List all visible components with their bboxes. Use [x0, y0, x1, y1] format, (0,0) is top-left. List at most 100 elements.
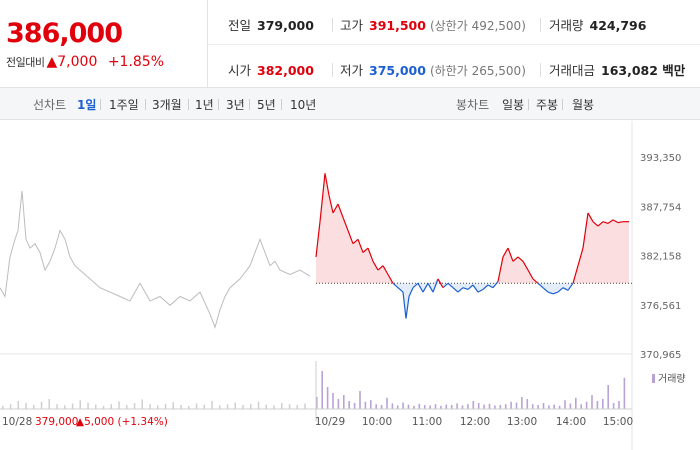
volume-bar-today [391, 403, 394, 409]
candle-daily-tab[interactable]: 일봉 [502, 98, 525, 112]
y-tick-label: 393,350 [640, 153, 681, 164]
volume-bar-today [386, 397, 388, 409]
volume-bar-prev [265, 404, 267, 409]
volume-bar-prev [133, 403, 136, 409]
divider [218, 99, 219, 110]
volume-bar-prev [110, 404, 112, 409]
divider [332, 63, 333, 77]
divider [281, 99, 282, 110]
divider [540, 18, 541, 32]
prev-day-price-label: 379,000 [35, 416, 78, 428]
today-price-segment [532, 278, 539, 284]
volume-label: 거래량 [549, 18, 584, 33]
today-price-segment [315, 221, 321, 257]
today-price-segment [442, 282, 449, 289]
today-price-segment [357, 239, 364, 253]
volume-bar-prev [17, 401, 19, 409]
today-price-segment [332, 203, 339, 214]
volume-bar-today [504, 404, 507, 409]
today-price-segment [497, 256, 504, 282]
volume-bar-prev [211, 401, 213, 409]
volume-bar-today [585, 401, 588, 409]
volume-bar-prev [234, 402, 236, 409]
today-price-segment [372, 261, 379, 271]
today-price-segment [377, 265, 384, 271]
low-stat: 저가 375,000 (하한가 265,500) [340, 60, 526, 79]
volume-bar-today [370, 400, 372, 409]
divider [100, 99, 101, 110]
volume-bar-today [364, 401, 367, 409]
volume-bar-today [521, 397, 523, 409]
volume-bar-today [580, 404, 582, 409]
volume-bar-today [558, 405, 561, 409]
volume-bar-today [418, 403, 421, 409]
candle-monthly-tab[interactable]: 월봉 [572, 98, 595, 112]
volume-bar-today [413, 405, 415, 409]
period-5y-tab[interactable]: 5년 [257, 98, 276, 112]
volume-bar-today [316, 397, 318, 409]
y-tick-label: 387,754 [640, 202, 681, 213]
current-price: 386,000 [6, 18, 123, 49]
x-tick-label: 12:00 [460, 416, 490, 428]
today-price-segment [487, 284, 494, 289]
volume-bar-prev [195, 403, 198, 409]
prev-day-price-line [0, 190, 311, 329]
volume-bar-prev [25, 403, 27, 409]
period-3m-tab[interactable]: 3개월 [152, 98, 182, 112]
volume-bar-today [564, 400, 566, 409]
volume-bar-today [461, 405, 464, 409]
amount-value: 163,082 백만 [601, 63, 686, 78]
period-1w-tab[interactable]: 1주일 [109, 98, 139, 112]
open-label: 시가 [228, 63, 252, 78]
today-price-segment [522, 261, 529, 271]
x-tick-label: 13:00 [507, 416, 537, 428]
volume-bar-today [359, 391, 361, 409]
volume-bar-today [472, 401, 475, 409]
today-down-fill [316, 283, 629, 319]
today-price-segment [382, 265, 389, 275]
volume-bar-prev [288, 404, 291, 409]
period-1d-tab[interactable]: 1일 [77, 98, 97, 112]
volume-bar-today [607, 385, 609, 409]
candle-weekly-tab[interactable]: 주봉 [536, 98, 559, 112]
volume-bar-today [326, 387, 329, 409]
today-price-segment [597, 221, 604, 227]
today-up-fill [316, 173, 629, 284]
price-change-row: 전일대비 ▲7,000 +1.85% [6, 54, 164, 70]
volume-bar-prev [273, 405, 275, 409]
today-price-segment [387, 274, 394, 284]
volume-value: 424,796 [589, 18, 647, 33]
today-price-segment [542, 287, 549, 293]
divider [540, 63, 541, 77]
x-tick-label: 14:00 [556, 416, 586, 428]
prev-close-value: 379,000 [257, 18, 314, 33]
today-price-segment [452, 287, 459, 293]
today-price-segment [527, 269, 534, 280]
today-price-segment [422, 283, 429, 293]
volume-bar-prev [118, 401, 120, 409]
volume-bar-today [510, 401, 512, 409]
today-price-segment [592, 221, 599, 227]
volume-bar-today [456, 403, 458, 409]
price-chart[interactable]: 393,350 387,754 382,158 376,561 370,965 거래량 10… [0, 121, 700, 450]
today-price-segment [437, 278, 444, 288]
x-tick-label: 10:00 [362, 416, 392, 428]
period-10y-tab[interactable]: 10년 [290, 98, 317, 112]
period-3y-tab[interactable]: 3년 [226, 98, 245, 112]
volume-bar-today [542, 403, 545, 409]
today-price-segment [587, 212, 594, 222]
prev-day-date-label: 10/28 [2, 416, 32, 428]
volume-bar-today [380, 405, 383, 409]
volume-bar-prev [2, 405, 4, 409]
today-price-segment [547, 291, 554, 295]
today-price-segment [362, 247, 369, 253]
volume-bar-prev [102, 405, 105, 409]
up-arrow-icon: ▲ [46, 54, 58, 70]
line-chart-label: 선차트 [33, 98, 67, 112]
volume-bar-today [445, 404, 448, 409]
volume-bar-today [353, 403, 356, 409]
today-price-segment [512, 256, 519, 262]
volume-bar-prev [87, 402, 89, 409]
volume-stat: 거래량 424,796 [549, 15, 646, 34]
period-1y-tab[interactable]: 1년 [195, 98, 214, 112]
